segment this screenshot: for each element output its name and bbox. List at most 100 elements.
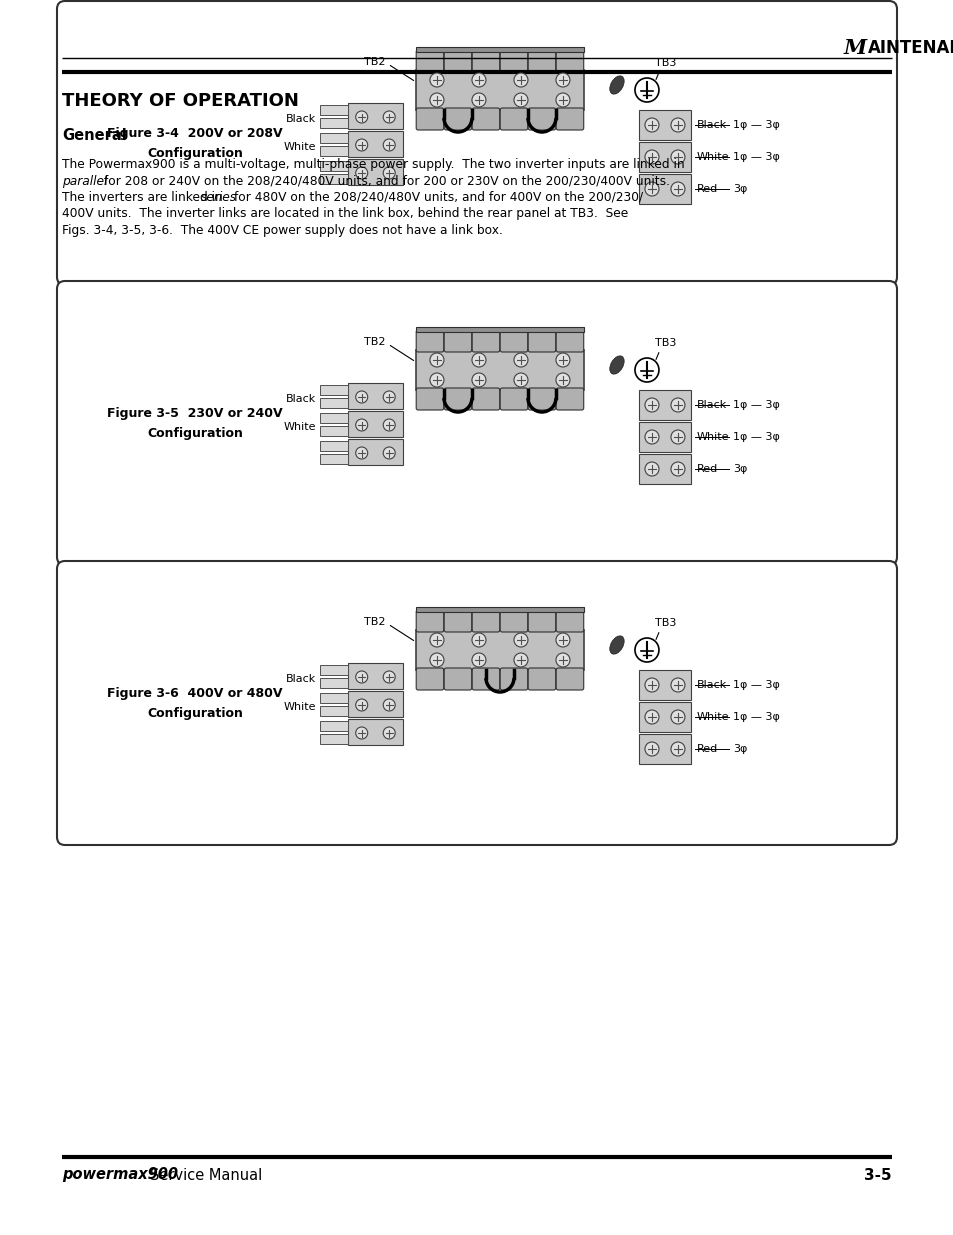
Bar <box>348 383 402 409</box>
FancyBboxPatch shape <box>472 610 499 632</box>
Text: Figure 3-4  200V or 208V: Figure 3-4 200V or 208V <box>107 126 282 140</box>
Circle shape <box>430 634 443 647</box>
FancyBboxPatch shape <box>556 330 583 352</box>
FancyBboxPatch shape <box>528 388 556 410</box>
Text: AINTENANCE: AINTENANCE <box>867 40 953 57</box>
Text: 3φ: 3φ <box>732 743 746 755</box>
Text: powermax900: powermax900 <box>62 1167 178 1182</box>
FancyBboxPatch shape <box>444 49 471 72</box>
Bar <box>416 70 583 110</box>
Text: Black: Black <box>285 394 315 404</box>
Circle shape <box>644 430 659 445</box>
Circle shape <box>556 373 569 387</box>
Text: Configuration: Configuration <box>147 147 243 159</box>
Text: White: White <box>283 701 315 713</box>
Circle shape <box>383 167 395 179</box>
Text: White: White <box>697 432 729 442</box>
Circle shape <box>514 634 527 647</box>
FancyBboxPatch shape <box>556 610 583 632</box>
FancyBboxPatch shape <box>416 388 443 410</box>
FancyBboxPatch shape <box>444 610 471 632</box>
Circle shape <box>355 167 367 179</box>
Text: White: White <box>697 713 729 722</box>
Text: TB2: TB2 <box>364 618 386 627</box>
Text: 3φ: 3φ <box>732 184 746 194</box>
Bar <box>319 454 348 464</box>
FancyBboxPatch shape <box>444 668 471 690</box>
Bar <box>319 133 348 143</box>
Bar <box>416 606 583 613</box>
Circle shape <box>556 653 569 667</box>
Circle shape <box>430 353 443 367</box>
Circle shape <box>383 699 395 711</box>
Circle shape <box>383 140 395 151</box>
Circle shape <box>670 678 684 692</box>
Circle shape <box>472 634 485 647</box>
Circle shape <box>383 671 395 683</box>
Circle shape <box>556 93 569 107</box>
FancyBboxPatch shape <box>444 330 471 352</box>
Circle shape <box>670 430 684 445</box>
FancyBboxPatch shape <box>499 668 527 690</box>
FancyBboxPatch shape <box>556 668 583 690</box>
Circle shape <box>430 373 443 387</box>
Bar <box>416 47 583 52</box>
FancyBboxPatch shape <box>57 561 896 845</box>
Circle shape <box>514 353 527 367</box>
FancyBboxPatch shape <box>528 668 556 690</box>
FancyBboxPatch shape <box>472 388 499 410</box>
Text: 1φ — 3φ: 1φ — 3φ <box>732 680 779 690</box>
Text: The inverters are linked in: The inverters are linked in <box>62 191 227 204</box>
Circle shape <box>472 73 485 86</box>
Circle shape <box>472 653 485 667</box>
Text: TB3: TB3 <box>655 58 676 68</box>
Text: Black: Black <box>697 400 726 410</box>
Text: Configuration: Configuration <box>147 426 243 440</box>
Text: Black: Black <box>285 674 315 684</box>
Bar <box>319 721 348 731</box>
FancyBboxPatch shape <box>556 388 583 410</box>
FancyBboxPatch shape <box>556 107 583 130</box>
Bar <box>639 390 690 420</box>
Circle shape <box>556 73 569 86</box>
Text: 1φ — 3φ: 1φ — 3φ <box>732 120 779 130</box>
Bar <box>639 734 690 764</box>
Circle shape <box>514 73 527 86</box>
Text: THEORY OF OPERATION: THEORY OF OPERATION <box>62 91 298 110</box>
Text: Black: Black <box>697 120 726 130</box>
Bar <box>319 105 348 115</box>
Circle shape <box>644 182 659 196</box>
Circle shape <box>355 419 367 431</box>
FancyBboxPatch shape <box>472 107 499 130</box>
Bar <box>348 131 402 157</box>
Text: The Powermax900 is a multi-voltage, multi-phase power supply.  The two inverter : The Powermax900 is a multi-voltage, mult… <box>62 158 684 170</box>
FancyBboxPatch shape <box>416 49 443 72</box>
Text: TB3: TB3 <box>655 618 676 629</box>
Circle shape <box>383 111 395 124</box>
FancyBboxPatch shape <box>416 330 443 352</box>
Circle shape <box>644 742 659 756</box>
FancyBboxPatch shape <box>499 610 527 632</box>
FancyBboxPatch shape <box>528 49 556 72</box>
Circle shape <box>670 398 684 412</box>
Circle shape <box>635 78 659 103</box>
Circle shape <box>514 93 527 107</box>
Text: White: White <box>697 152 729 162</box>
Text: series: series <box>200 191 236 204</box>
Bar <box>319 441 348 451</box>
Circle shape <box>430 93 443 107</box>
Text: 400V units.  The inverter links are located in the link box, behind the rear pan: 400V units. The inverter links are locat… <box>62 207 628 221</box>
Text: General: General <box>62 128 127 143</box>
Text: Service Manual: Service Manual <box>150 1167 262 1182</box>
Text: 1φ — 3φ: 1φ — 3φ <box>732 152 779 162</box>
FancyBboxPatch shape <box>444 388 471 410</box>
Text: for 208 or 240V on the 208/240/480V units, and for 200 or 230V on the 200/230/40: for 208 or 240V on the 208/240/480V unit… <box>99 174 669 188</box>
Text: Red: Red <box>697 184 718 194</box>
Bar <box>348 103 402 128</box>
Circle shape <box>556 634 569 647</box>
Bar <box>319 161 348 170</box>
Circle shape <box>670 182 684 196</box>
Bar <box>319 412 348 424</box>
FancyBboxPatch shape <box>472 330 499 352</box>
Text: Red: Red <box>697 743 718 755</box>
